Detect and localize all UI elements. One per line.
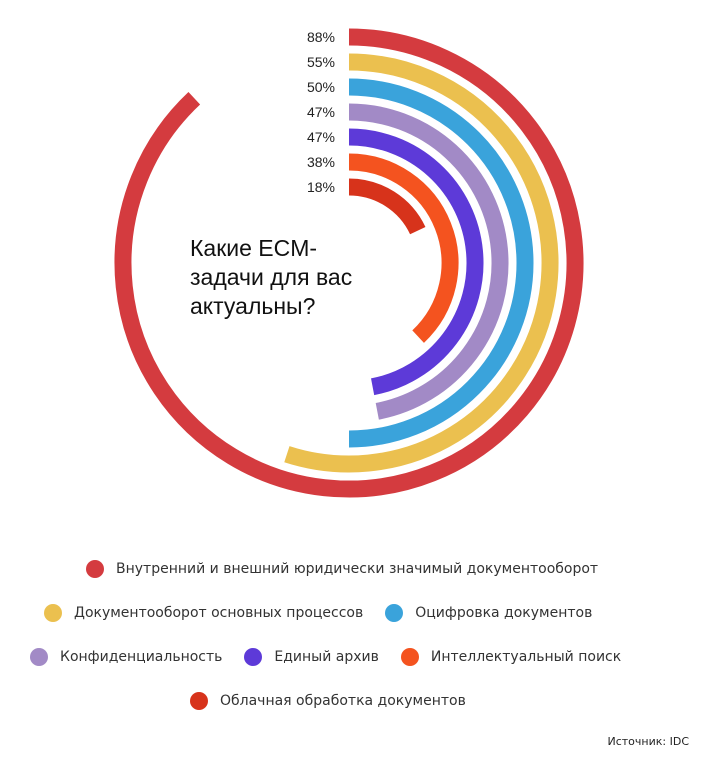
legend-row-4: Облачная обработка документов: [190, 692, 466, 710]
radial-bar-4: [348, 103, 509, 420]
legend-label: Документооборот основных процессов: [74, 605, 364, 621]
data-label-2: 55%: [307, 54, 335, 70]
data-label-1: 88%: [307, 29, 335, 45]
legend-swatch: [190, 692, 208, 710]
legend-swatch: [385, 604, 404, 622]
legend-label: Интеллектуальный поиск: [430, 649, 622, 665]
radial-bar-5: [348, 128, 484, 396]
data-label-6: 38%: [307, 154, 335, 170]
legend-swatch: [86, 560, 104, 578]
legend-item: Единый архив: [244, 648, 379, 666]
legend-item: Облачная обработка документов: [190, 692, 466, 710]
legend-label: Конфиденциальность: [60, 649, 223, 665]
radial-bar-3: [348, 78, 534, 448]
legend-swatch: [30, 648, 48, 666]
source-note: Источник: IDC: [607, 735, 690, 748]
radial-bar-6: [348, 153, 459, 343]
radial-bar-1: [114, 28, 584, 498]
legend-label: Внутренний и внешний юридически значимый…: [116, 561, 599, 577]
legend-row-1: Внутренний и внешний юридически значимый…: [86, 560, 598, 578]
legend-item: Конфиденциальность: [30, 648, 222, 666]
legend-label: Облачная обработка документов: [220, 693, 466, 709]
legend-swatch: [400, 648, 419, 666]
radial-bar-7: [348, 178, 426, 235]
data-label-5: 47%: [307, 129, 335, 145]
legend-label: Оцифровка документов: [415, 605, 593, 621]
chart-title: Какие ECM-задачи для вас актуальны?: [190, 235, 353, 319]
data-label-7: 18%: [307, 179, 335, 195]
legend-swatch: [244, 648, 263, 666]
legend-item: Интеллектуальный поиск: [400, 648, 622, 666]
data-label-4: 47%: [307, 104, 335, 120]
legend-row-3: Конфиденциальность Единый архив Интеллекту…: [30, 648, 621, 666]
legend-item: Оцифровка документов: [385, 604, 592, 622]
data-label-3: 50%: [307, 79, 335, 95]
legend-row-2: Документооборот основных процессов Оцифро…: [44, 604, 592, 622]
legend-item: Документооборот основных процессов: [44, 604, 363, 622]
radial-bar-chart: 88% 55% 50% 47% 47% 38% 18%: [114, 28, 584, 498]
legend-swatch: [44, 604, 62, 622]
radial-bar-2: [284, 53, 559, 473]
legend-label: Единый архив: [274, 649, 379, 665]
legend-item: Внутренний и внешний юридически значимый…: [86, 560, 598, 578]
